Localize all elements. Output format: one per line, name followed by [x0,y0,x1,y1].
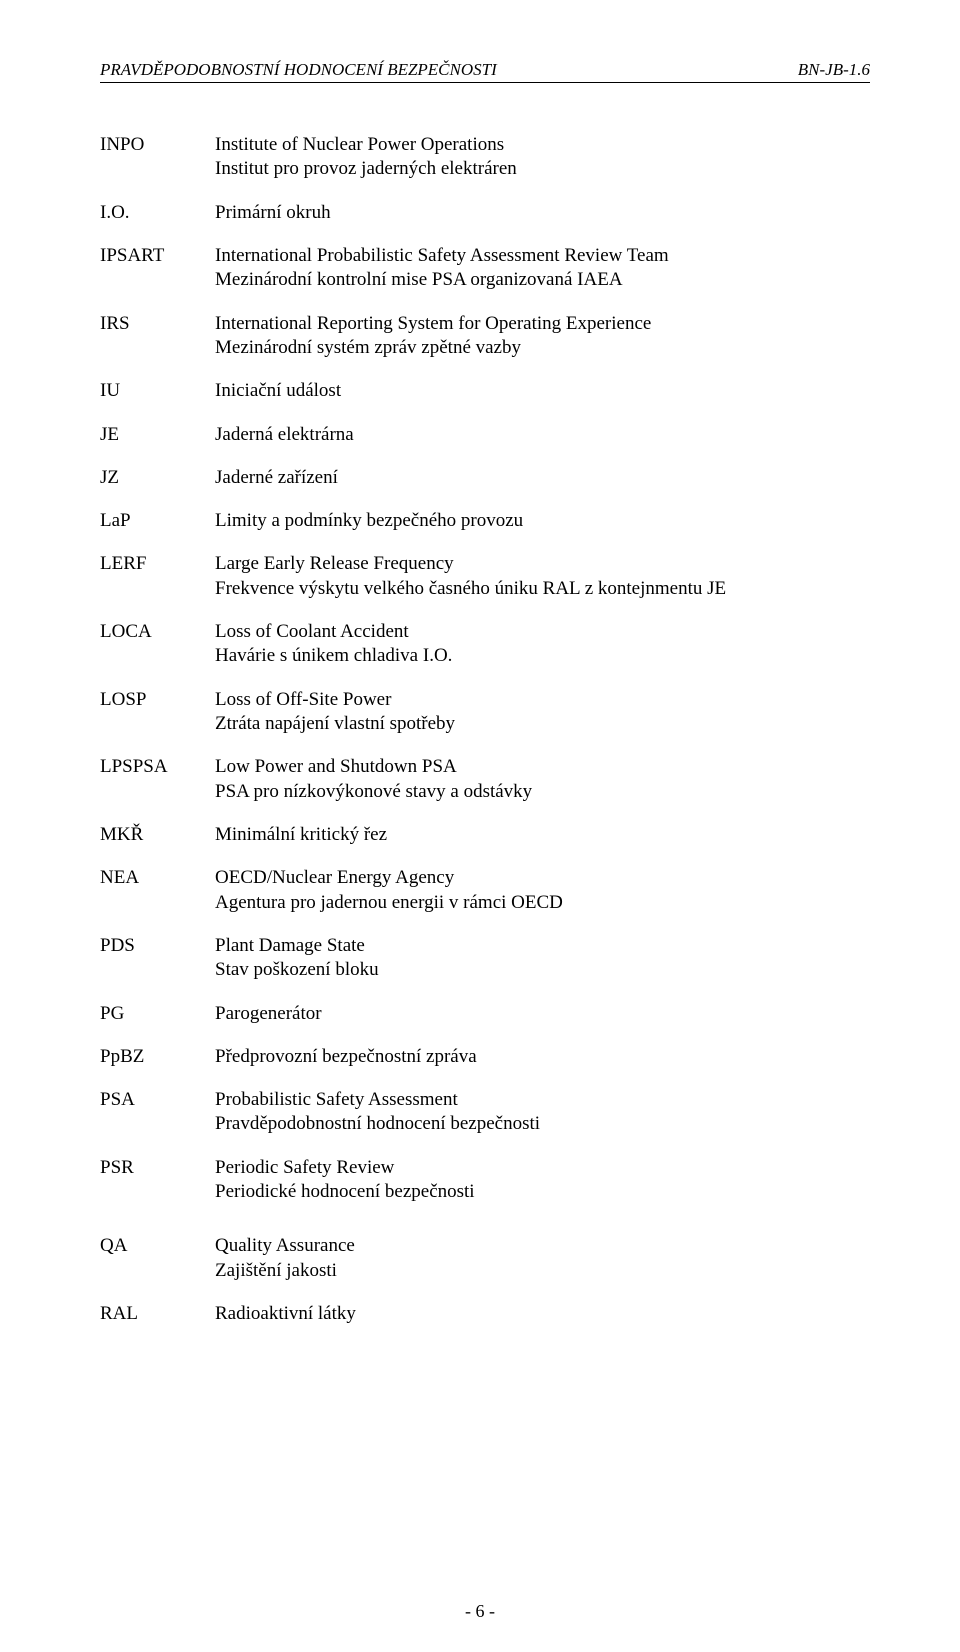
abbr-term: LPSPSA [100,755,215,804]
abbr-definition: Radioaktivní látky [215,1302,870,1326]
abbr-definition: Institute of Nuclear Power OperationsIns… [215,133,870,182]
abbr-definition: Periodic Safety ReviewPeriodické hodnoce… [215,1156,870,1205]
abbr-term: IRS [100,312,215,361]
abbreviation-list: INPOInstitute of Nuclear Power Operation… [100,133,870,1326]
abbr-definition: Jaderné zařízení [215,466,870,490]
abbr-entry: QAQuality AssuranceZajištění jakosti [100,1234,870,1283]
header-right: BN-JB-1.6 [798,60,870,80]
entry-group: INPOInstitute of Nuclear Power Operation… [100,133,870,1204]
abbr-definition: Probabilistic Safety AssessmentPravděpod… [215,1088,870,1137]
abbr-entry: IPSARTInternational Probabilistic Safety… [100,244,870,293]
header-rule [100,82,870,83]
abbr-term: QA [100,1234,215,1283]
abbr-term: RAL [100,1302,215,1326]
page-number: - 6 - [0,1601,960,1622]
abbr-term: MKŘ [100,823,215,847]
abbr-entry: JEJaderná elektrárna [100,423,870,447]
abbr-definition: Parogenerátor [215,1002,870,1026]
abbr-entry: LOSPLoss of Off-Site PowerZtráta napájen… [100,688,870,737]
abbr-entry: NEAOECD/Nuclear Energy AgencyAgentura pr… [100,866,870,915]
abbr-definition: Loss of Off-Site PowerZtráta napájení vl… [215,688,870,737]
abbr-definition: Iniciační událost [215,379,870,403]
entry-group: QAQuality AssuranceZajištění jakostiRALR… [100,1234,870,1326]
abbr-entry: INPOInstitute of Nuclear Power Operation… [100,133,870,182]
abbr-entry: LOCALoss of Coolant AccidentHavárie s ún… [100,620,870,669]
abbr-term: LERF [100,552,215,601]
abbr-definition: Loss of Coolant AccidentHavárie s únikem… [215,620,870,669]
abbr-entry: PpBZPředprovozní bezpečnostní zpráva [100,1045,870,1069]
abbr-definition: International Probabilistic Safety Asses… [215,244,870,293]
abbr-entry: LPSPSALow Power and Shutdown PSAPSA pro … [100,755,870,804]
abbr-term: IPSART [100,244,215,293]
abbr-entry: PGParogenerátor [100,1002,870,1026]
abbr-entry: I.O.Primární okruh [100,201,870,225]
abbr-term: JE [100,423,215,447]
abbr-term: NEA [100,866,215,915]
abbr-entry: PSRPeriodic Safety ReviewPeriodické hodn… [100,1156,870,1205]
abbr-term: PG [100,1002,215,1026]
abbr-term: I.O. [100,201,215,225]
abbr-entry: JZJaderné zařízení [100,466,870,490]
abbr-definition: Minimální kritický řez [215,823,870,847]
abbr-entry: LaPLimity a podmínky bezpečného provozu [100,509,870,533]
abbr-definition: OECD/Nuclear Energy AgencyAgentura pro j… [215,866,870,915]
abbr-definition: International Reporting System for Opera… [215,312,870,361]
abbr-definition: Jaderná elektrárna [215,423,870,447]
header-left: PRAVDĚPODOBNOSTNÍ HODNOCENÍ BEZPEČNOSTI [100,60,497,80]
abbr-term: INPO [100,133,215,182]
abbr-entry: PSAProbabilistic Safety AssessmentPravdě… [100,1088,870,1137]
abbr-definition: Primární okruh [215,201,870,225]
abbr-definition: Large Early Release FrequencyFrekvence v… [215,552,870,601]
page-header: PRAVDĚPODOBNOSTNÍ HODNOCENÍ BEZPEČNOSTI … [100,60,870,80]
abbr-entry: IUIniciační událost [100,379,870,403]
abbr-term: IU [100,379,215,403]
abbr-entry: LERFLarge Early Release FrequencyFrekven… [100,552,870,601]
abbr-term: PDS [100,934,215,983]
abbr-entry: MKŘMinimální kritický řez [100,823,870,847]
abbr-entry: RALRadioaktivní látky [100,1302,870,1326]
abbr-definition: Low Power and Shutdown PSAPSA pro nízkov… [215,755,870,804]
abbr-term: PSR [100,1156,215,1205]
abbr-entry: PDSPlant Damage StateStav poškození blok… [100,934,870,983]
abbr-definition: Limity a podmínky bezpečného provozu [215,509,870,533]
abbr-definition: Plant Damage StateStav poškození bloku [215,934,870,983]
abbr-definition: Předprovozní bezpečnostní zpráva [215,1045,870,1069]
abbr-term: LOSP [100,688,215,737]
page: PRAVDĚPODOBNOSTNÍ HODNOCENÍ BEZPEČNOSTI … [0,0,960,1652]
abbr-term: JZ [100,466,215,490]
abbr-definition: Quality AssuranceZajištění jakosti [215,1234,870,1283]
abbr-term: PpBZ [100,1045,215,1069]
abbr-entry: IRSInternational Reporting System for Op… [100,312,870,361]
abbr-term: PSA [100,1088,215,1137]
abbr-term: LOCA [100,620,215,669]
abbr-term: LaP [100,509,215,533]
